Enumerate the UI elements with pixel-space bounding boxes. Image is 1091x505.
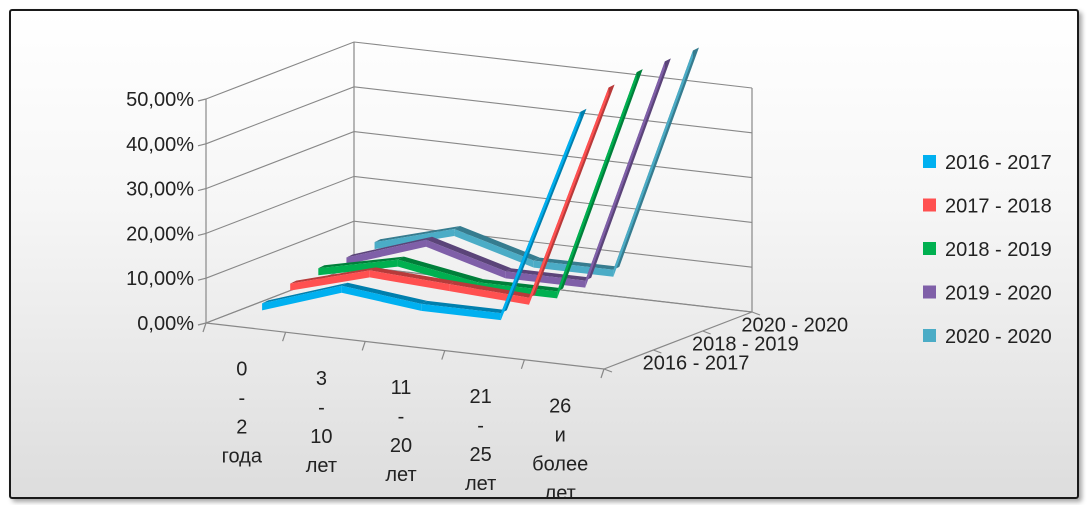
line-segment-top [341, 282, 428, 304]
line-segment [290, 270, 370, 291]
gridline [205, 131, 753, 190]
chart-walls [197, 41, 761, 379]
y-tick-label: 10,00% [126, 268, 194, 290]
y-tick-mark [197, 98, 207, 102]
legend-swatch [923, 155, 936, 168]
line-segment-top [454, 225, 540, 261]
y-axis-tick-labels: 0,00% 10,00% 20,00% 30,00% 40,00% 50,00% [126, 89, 194, 335]
line-segment [369, 270, 450, 292]
chart-frame: 0,00% 10,00% 20,00% 30,00% 40,00% 50,00% 0 -2 г… [9, 9, 1079, 499]
depth-tick-label: 2020 - 2020 [741, 315, 848, 337]
depth-tick-mark [653, 349, 662, 354]
legend-item: 2019 - 2020 [923, 283, 1052, 305]
y-tick-mark [197, 277, 207, 281]
x-tick-mark [441, 350, 446, 360]
line-segment [374, 228, 455, 250]
x-tick-label: 3 -10 лет [306, 368, 337, 477]
gridline [205, 41, 753, 100]
y-tick-mark [197, 322, 207, 326]
series-1-line [262, 108, 587, 321]
line-segment [262, 285, 342, 311]
line-segment-top [477, 279, 564, 292]
line-segment [318, 259, 398, 276]
x-tick-label: 0 -2 года [222, 359, 263, 468]
y-tick-label: 30,00% [126, 179, 194, 201]
line-segment [477, 282, 558, 299]
line-segment-top [374, 225, 461, 243]
y-tick-mark [197, 188, 207, 192]
x-tick-mark [282, 332, 287, 342]
y-tick-label: 50,00% [126, 89, 194, 111]
depth-tick-mark [751, 311, 761, 316]
legend-swatch [923, 285, 936, 299]
line-segment [505, 271, 586, 288]
line-segment [341, 285, 422, 311]
y-tick-label: 0,00% [137, 313, 194, 335]
x-tick-label: 21 -25 лет [465, 386, 496, 495]
x-tick-mark [600, 368, 605, 379]
depth-tick-label: 2016 - 2017 [643, 353, 750, 375]
legend-label: 2018 - 2019 [945, 239, 1052, 261]
line-segment [557, 72, 637, 299]
line-segment-top [421, 300, 507, 314]
legend-label: 2016 - 2017 [945, 152, 1052, 174]
gridline [205, 175, 753, 234]
legend-swatch [923, 329, 936, 342]
series-5-line [374, 47, 699, 277]
line-segment [426, 239, 506, 279]
x-tick-label: 11 -20 лет [385, 377, 416, 486]
legend-label: 2019 - 2020 [945, 283, 1052, 305]
line-segment [346, 239, 427, 265]
line-segment-top [449, 281, 535, 298]
line-segment-top [397, 256, 484, 283]
x-tick-mark [202, 322, 207, 333]
line-segment-top [369, 267, 456, 285]
legend-label: 2020 - 2020 [945, 326, 1052, 348]
line-segment [454, 228, 534, 268]
y-tick-mark [197, 143, 207, 147]
depth-tick-label: 2018 - 2019 [692, 334, 799, 356]
legend-item: 2018 - 2019 [923, 239, 1052, 261]
line-segment [613, 50, 693, 277]
series-ribbons [262, 47, 699, 321]
y-tick-label: 40,00% [126, 134, 194, 156]
line-segment-top [346, 236, 433, 258]
line-segment [585, 61, 665, 288]
gridline [205, 220, 753, 279]
x-tick-label: 26 и более лет [532, 395, 588, 497]
legend-item: 2020 - 2020 [923, 326, 1052, 348]
line-segment [500, 111, 581, 321]
y-tick-mark [197, 232, 207, 236]
x-axis-line [205, 322, 605, 370]
legend-item: 2017 - 2018 [923, 196, 1052, 218]
line-segment [529, 87, 609, 305]
line-segment [421, 303, 501, 321]
line-segment-top [290, 267, 376, 284]
chart-3d-line: 0,00% 10,00% 20,00% 30,00% 40,00% 50,00% 0 -2 г… [126, 41, 1052, 497]
x-tick-mark [361, 341, 366, 351]
x-axis-tick-labels: 0 -2 года 3 -10 лет 11 -20 лет 21 -25 лет 26 и более ле… [222, 359, 589, 497]
depth-tick-mark [603, 368, 613, 373]
line-segment-top [533, 257, 620, 270]
depth-tick-mark [702, 330, 711, 335]
legend: 2016 - 2017 2017 - 2018 2018 - 2019 2019 - … [923, 152, 1052, 348]
line-segment-top [318, 256, 404, 269]
legend-label: 2017 - 2018 [945, 196, 1052, 218]
line-segment-top [505, 268, 592, 281]
legend-swatch [923, 242, 936, 255]
depth-axis-line [603, 311, 753, 370]
line-segment-top [262, 282, 348, 304]
gridline [205, 86, 753, 145]
y-tick-label: 20,00% [126, 223, 194, 245]
series-3-line [318, 69, 643, 299]
series-4-line [346, 58, 671, 288]
legend-item: 2016 - 2017 [923, 152, 1052, 174]
legend-swatch [923, 198, 936, 212]
line-segment [533, 260, 614, 277]
x-tick-mark [520, 359, 525, 369]
line-segment-top [426, 236, 512, 272]
